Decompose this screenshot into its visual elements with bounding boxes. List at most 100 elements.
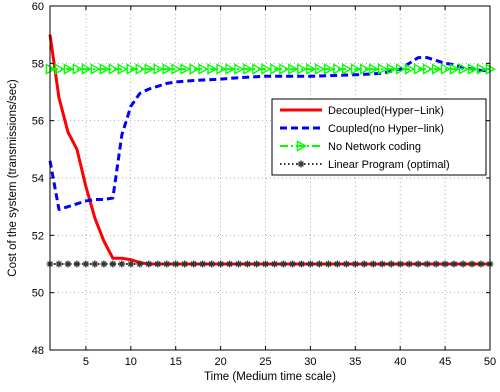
axis-ticks: 5 10 15 20 25 30 35 40 45 50 48 50 52 54 56 58 60 bbox=[32, 1, 496, 368]
data-point-marker bbox=[443, 262, 447, 266]
data-point-marker bbox=[297, 63, 308, 75]
data-point-marker bbox=[63, 63, 74, 75]
data-point-marker bbox=[279, 63, 290, 75]
data-point-marker bbox=[395, 63, 407, 75]
data-point-marker bbox=[470, 262, 474, 266]
data-point-marker bbox=[162, 63, 173, 75]
data-point-marker bbox=[207, 63, 218, 75]
data-point-marker bbox=[333, 63, 344, 75]
data-point-marker bbox=[407, 262, 411, 266]
x-tick-label: 5 bbox=[83, 356, 89, 368]
data-point-marker bbox=[99, 63, 110, 75]
grid-lines bbox=[50, 6, 490, 350]
data-point-marker bbox=[362, 262, 366, 266]
x-tick-label: 15 bbox=[170, 356, 182, 368]
data-point-marker bbox=[252, 63, 263, 75]
data-point-marker bbox=[342, 63, 353, 75]
data-point-marker bbox=[189, 63, 200, 75]
data-point-marker bbox=[144, 63, 155, 75]
data-point-marker bbox=[156, 262, 160, 266]
series-3 bbox=[45, 63, 496, 75]
data-point-marker bbox=[84, 262, 88, 266]
data-point-marker bbox=[290, 262, 295, 266]
data-point-marker bbox=[335, 262, 339, 266]
data-point-marker bbox=[288, 63, 299, 75]
data-point-marker bbox=[90, 63, 101, 75]
data-point-marker bbox=[93, 262, 97, 266]
data-point-marker bbox=[270, 63, 281, 75]
data-point-marker bbox=[228, 262, 232, 266]
x-axis-label: Time (Medium time scale) bbox=[204, 371, 336, 383]
data-point-marker bbox=[461, 262, 465, 266]
data-point-marker bbox=[377, 63, 389, 75]
data-point-marker bbox=[219, 262, 223, 266]
data-point-marker bbox=[449, 63, 461, 75]
legend: Decoupled(Hyper−Link) Coupled(no Hyper−li… bbox=[271, 98, 487, 176]
data-point-marker bbox=[54, 63, 65, 75]
x-tick-label: 25 bbox=[259, 356, 271, 368]
data-point-marker bbox=[476, 63, 487, 75]
data-point-marker bbox=[344, 262, 348, 266]
data-point-marker bbox=[111, 262, 115, 266]
data-point-marker bbox=[434, 262, 438, 266]
y-tick-label: 50 bbox=[32, 288, 44, 300]
data-point-marker bbox=[138, 262, 142, 266]
data-point-marker bbox=[386, 63, 398, 75]
data-point-marker bbox=[272, 262, 277, 266]
data-point-marker bbox=[380, 262, 384, 266]
data-point-marker bbox=[404, 63, 416, 75]
x-tick-label: 10 bbox=[125, 356, 137, 368]
data-point-marker bbox=[431, 63, 443, 75]
data-point-marker bbox=[422, 63, 434, 75]
data-point-marker bbox=[135, 63, 146, 75]
y-tick-label: 48 bbox=[32, 345, 44, 357]
data-point-marker bbox=[236, 262, 241, 266]
y-tick-label: 56 bbox=[32, 116, 44, 128]
data-point-marker bbox=[306, 63, 317, 75]
legend-entry-label: Decoupled(Hyper−Link) bbox=[328, 105, 444, 117]
series-4 bbox=[46, 260, 494, 268]
data-point-marker bbox=[171, 63, 182, 75]
legend-entry-label: Linear Program (optimal) bbox=[328, 159, 450, 171]
data-point-marker bbox=[389, 262, 393, 266]
data-point-marker bbox=[243, 63, 254, 75]
data-point-marker bbox=[479, 262, 483, 266]
data-point-marker bbox=[359, 63, 371, 75]
data-point-marker bbox=[201, 262, 205, 266]
series-line bbox=[48, 56, 490, 212]
data-point-marker bbox=[147, 262, 151, 266]
data-point-marker bbox=[398, 262, 402, 266]
x-tick-label: 20 bbox=[214, 356, 226, 368]
data-point-marker bbox=[66, 262, 70, 266]
data-point-marker bbox=[296, 140, 307, 152]
data-point-marker bbox=[299, 262, 304, 266]
data-point-marker bbox=[245, 262, 250, 266]
data-point-marker bbox=[153, 63, 164, 75]
data-point-marker bbox=[102, 262, 106, 266]
legend-entry-label: No Network coding bbox=[328, 141, 421, 153]
data-point-marker bbox=[174, 262, 178, 266]
data-point-marker bbox=[126, 63, 137, 75]
data-point-marker bbox=[129, 262, 133, 266]
data-point-marker bbox=[75, 262, 79, 266]
data-point-marker bbox=[353, 262, 357, 266]
y-tick-label: 58 bbox=[32, 58, 44, 70]
x-tick-label: 45 bbox=[439, 356, 451, 368]
data-point-marker bbox=[452, 262, 456, 266]
data-point-marker bbox=[324, 63, 335, 75]
data-point-marker bbox=[315, 63, 326, 75]
data-point-marker bbox=[216, 63, 227, 75]
data-point-marker bbox=[120, 262, 124, 266]
data-point-marker bbox=[317, 262, 321, 266]
y-axis-label: Cost of the system (transmissions/sec) bbox=[7, 79, 19, 277]
data-point-marker bbox=[108, 63, 119, 75]
data-point-marker bbox=[413, 63, 425, 75]
data-point-marker bbox=[254, 262, 259, 266]
series-2 bbox=[48, 56, 490, 212]
data-point-marker bbox=[210, 262, 214, 266]
x-tick-label: 50 bbox=[484, 356, 496, 368]
data-point-marker bbox=[198, 63, 209, 75]
data-point-marker bbox=[308, 262, 312, 266]
legend-entry-label: Coupled(no Hyper−link) bbox=[328, 123, 444, 135]
